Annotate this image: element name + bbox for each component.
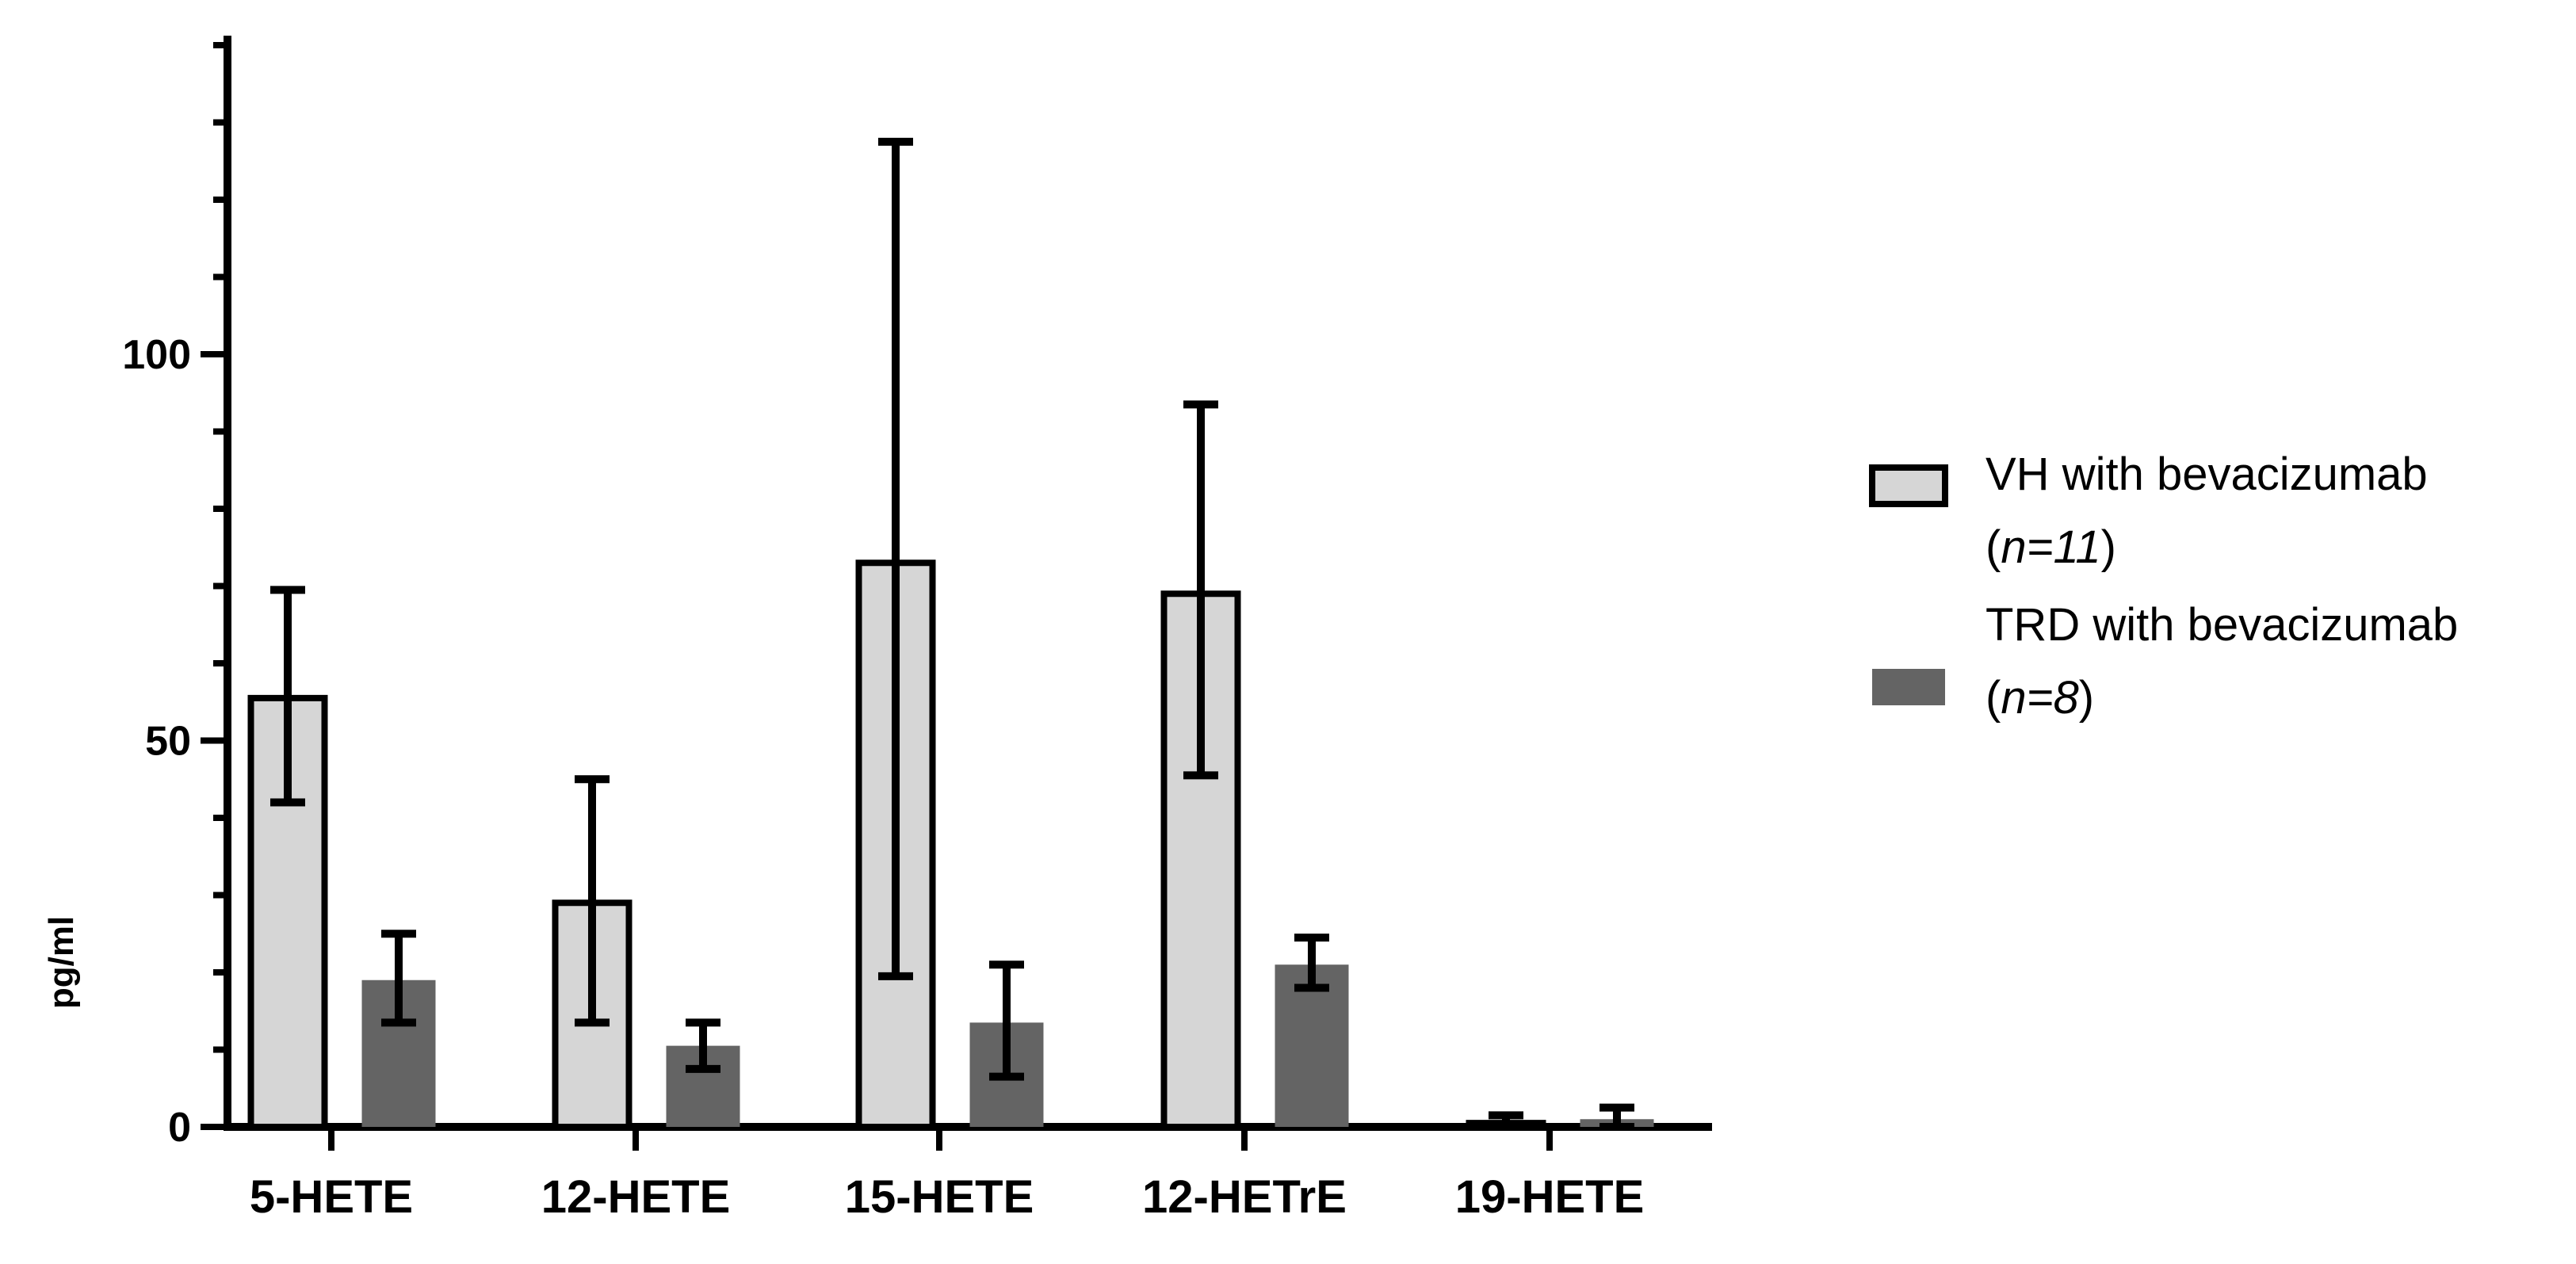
- legend-label-trd: TRD with bevacizumab: [1986, 599, 2458, 651]
- legend-n-trd: (n=8): [1986, 672, 2094, 724]
- y-tick-label: 100: [122, 332, 191, 378]
- legend-n-vh: (n=11): [1986, 521, 2116, 573]
- x-category-label: 12-HETrE: [1142, 1171, 1347, 1223]
- x-category-label: 12-HETE: [541, 1171, 731, 1223]
- y-axis-title: pg/ml: [42, 916, 81, 1009]
- x-category-label: 15-HETE: [845, 1171, 1034, 1223]
- legend-swatch-vh: [1869, 464, 1948, 507]
- legend-swatch-trd: [1872, 669, 1945, 705]
- y-tick-label: 50: [145, 719, 191, 765]
- y-tick-label: 0: [168, 1105, 191, 1151]
- legend-label-vh: VH with bevacizumab: [1986, 449, 2428, 500]
- x-category-label: 5-HETE: [250, 1171, 413, 1223]
- x-category-label: 19-HETE: [1455, 1171, 1645, 1223]
